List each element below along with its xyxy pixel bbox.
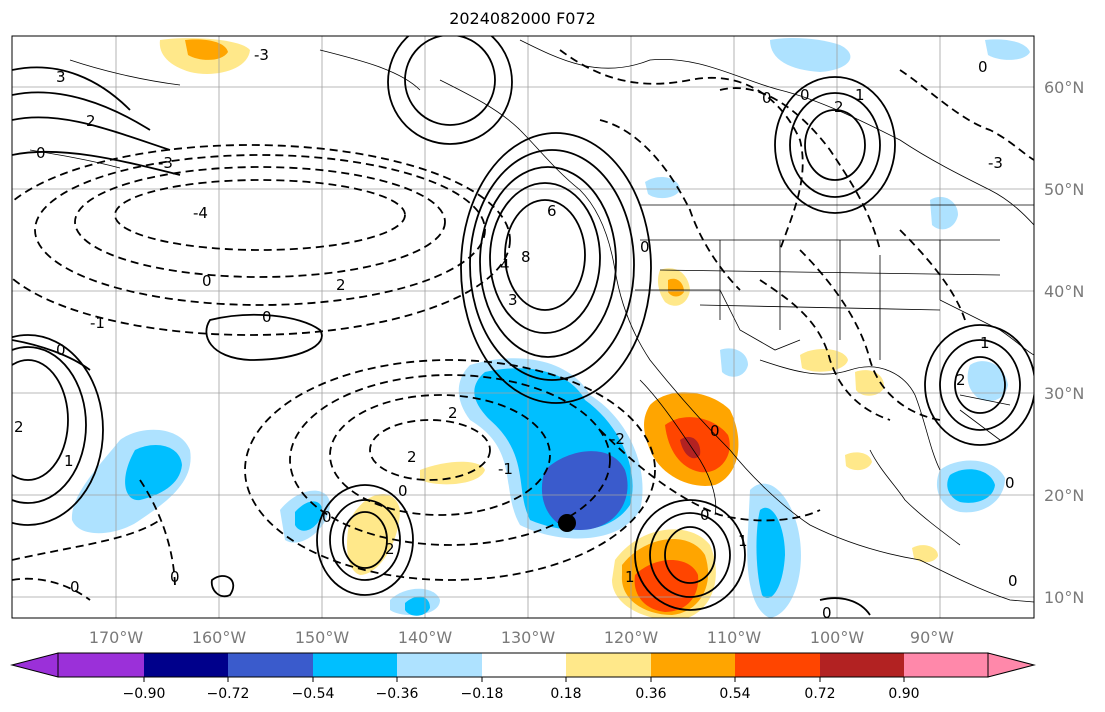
contour-label: 0 <box>1008 572 1018 590</box>
contour-label: 1 <box>738 532 748 550</box>
contour-label: 2 <box>956 371 966 389</box>
contour-label: 0 <box>640 238 650 256</box>
contour-label: 2 <box>336 276 346 294</box>
map-title: 2024082000 F072 <box>449 9 596 28</box>
contour-label: 1 <box>625 568 635 586</box>
neg-region-west-core <box>125 445 182 501</box>
colorbar-tick-label: 0.90 <box>888 686 919 702</box>
colorbar-tick-label: −0.36 <box>376 686 419 702</box>
colorbar-frame <box>57 652 989 678</box>
contour-label: 3 <box>56 68 66 86</box>
lon-tick-label: 120°W <box>604 628 659 647</box>
contour-label: -3 <box>254 46 269 64</box>
colorbar-tick-label: −0.18 <box>461 686 504 702</box>
contour-label: 0 <box>36 144 46 162</box>
colorbar-bin <box>482 653 566 677</box>
contour-label: 2 <box>385 540 395 558</box>
colorbar-tick-label: −0.54 <box>292 686 335 702</box>
contours <box>12 36 1034 616</box>
contour-label: 3 <box>508 291 518 309</box>
colorbar-min-extend <box>10 652 59 678</box>
lat-tick-label: 30°N <box>1044 384 1084 403</box>
colorbar-bin <box>566 653 651 677</box>
colorbar-bin <box>651 653 735 677</box>
lon-tick-label: 90°W <box>910 628 954 647</box>
map-frame <box>11 35 1035 619</box>
contour-label: 0 <box>822 604 832 622</box>
contour-label: 0 <box>1005 474 1015 492</box>
colorbar-bin <box>58 653 144 677</box>
contour-label: 2 <box>86 112 96 130</box>
lon-tick-label: 100°W <box>810 628 865 647</box>
contour-label: 6 <box>547 202 557 220</box>
contour-label: -4 <box>193 204 208 222</box>
contour-label: 0 <box>978 58 988 76</box>
pos-region-south-core <box>634 560 699 612</box>
contour-label: 0 <box>170 568 180 586</box>
neg-region-central-core <box>541 451 628 530</box>
lon-tick-label: 160°W <box>192 628 247 647</box>
contour-label: 1 <box>855 86 865 104</box>
contour-label: 2 <box>14 418 24 436</box>
contours-dashed <box>12 49 1034 601</box>
contour-label: 0 <box>70 578 80 596</box>
coastlines <box>29 39 1034 603</box>
neg-region-south-core <box>756 507 785 599</box>
colorbar-bin <box>735 653 820 677</box>
contour-label: 2 <box>407 448 417 466</box>
contour-label: -3 <box>158 154 173 172</box>
colorbar-bin <box>144 653 228 677</box>
contour-label: 0 <box>262 308 272 326</box>
colorbar-tick-label: −0.72 <box>207 686 250 702</box>
lat-tick-label: 20°N <box>1044 486 1084 505</box>
colorbar: −0.90 −0.72 −0.54 −0.36 −0.18 0.18 0.36 … <box>10 652 1036 702</box>
lon-tick-label: 130°W <box>501 628 556 647</box>
shaded-fields <box>71 37 1030 618</box>
contour-label: -1 <box>90 314 105 332</box>
colorbar-max-extend <box>987 652 1036 678</box>
contour-label: 2 <box>448 404 458 422</box>
colorbar-tick-label: 0.72 <box>804 686 835 702</box>
colorbar-tick-label: −0.90 <box>123 686 166 702</box>
colorbar-tick-label: 0.54 <box>719 686 750 702</box>
contour-label: 0 <box>322 508 332 526</box>
lon-ticks: 170°W 160°W 150°W 140°W 130°W 120°W 110°… <box>89 628 954 647</box>
contour-label: 0 <box>762 89 772 107</box>
contour-label: 1 <box>980 334 990 352</box>
colorbar-bin <box>228 653 313 677</box>
colorbar-tick-label: 0.18 <box>550 686 581 702</box>
contour-label: 0 <box>56 341 66 359</box>
lat-tick-label: 60°N <box>1044 78 1084 97</box>
colorbar-bin <box>904 653 988 677</box>
contour-label: 8 <box>521 248 531 266</box>
contour-label: 0 <box>800 86 810 104</box>
contour-label: -3 <box>988 154 1003 172</box>
contour-label: 0 <box>398 482 408 500</box>
contour-label: 0 <box>710 422 720 440</box>
lon-tick-label: 110°W <box>707 628 762 647</box>
contour-label: -2 <box>610 430 625 448</box>
contour-label: 0 <box>202 272 212 290</box>
contour-label-layer: 6 8 4 3 -4 0 2 -1 0 0 -2 2 -1 2 0 0 0 0 … <box>14 46 1018 622</box>
colorbar-tick-label: 0.36 <box>635 686 666 702</box>
colorbar-bin <box>820 653 904 677</box>
contour-label: -1 <box>498 460 513 478</box>
storm-marker <box>558 514 576 532</box>
contour-label: 1 <box>64 452 74 470</box>
colorbar-bin <box>313 653 397 677</box>
lon-tick-label: 140°W <box>398 628 453 647</box>
contour-label: 2 <box>834 98 844 116</box>
lat-tick-label: 10°N <box>1044 588 1084 607</box>
lon-tick-label: 170°W <box>89 628 144 647</box>
contour-label: 4 <box>500 256 510 274</box>
colorbar-bin <box>397 653 482 677</box>
lat-ticks: 60°N 50°N 40°N 30°N 20°N 10°N <box>1044 78 1084 607</box>
contour-label: 0 <box>700 506 710 524</box>
lat-tick-label: 50°N <box>1044 180 1084 199</box>
lat-tick-label: 40°N <box>1044 282 1084 301</box>
lon-tick-label: 150°W <box>295 628 350 647</box>
